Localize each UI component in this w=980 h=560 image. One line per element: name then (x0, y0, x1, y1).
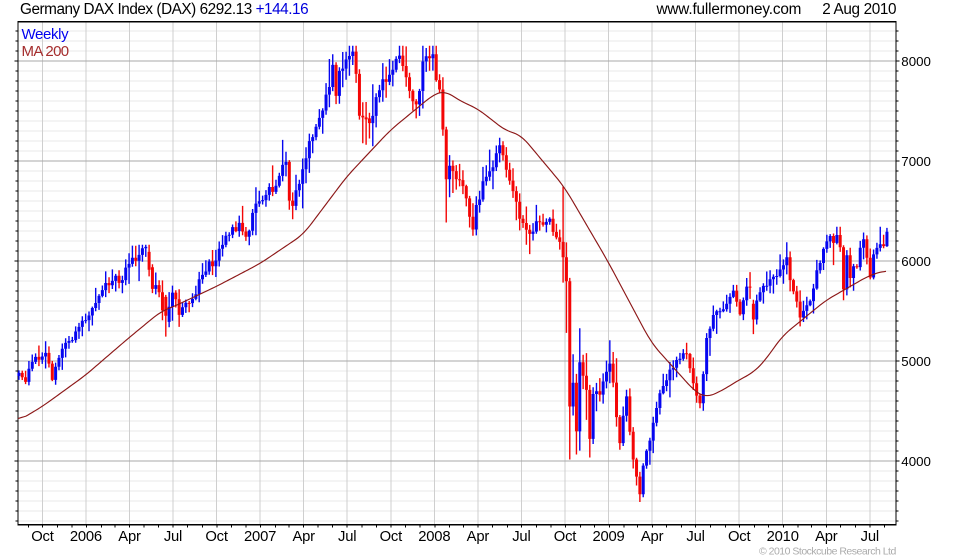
svg-text:Jul: Jul (338, 529, 356, 545)
svg-text:8000: 8000 (901, 54, 931, 69)
svg-text:Jul: Jul (861, 529, 879, 545)
svg-text:Jul: Jul (686, 529, 704, 545)
svg-text:6000: 6000 (901, 254, 931, 269)
svg-text:Jul: Jul (512, 529, 530, 545)
svg-text:4000: 4000 (901, 454, 931, 469)
svg-text:Apr: Apr (118, 529, 141, 545)
svg-text:Apr: Apr (467, 529, 490, 545)
svg-text:Oct: Oct (728, 529, 751, 545)
svg-text:Oct: Oct (380, 529, 403, 545)
svg-text:Oct: Oct (31, 529, 54, 545)
svg-text:2007: 2007 (244, 529, 276, 545)
svg-text:2010: 2010 (767, 529, 799, 545)
svg-text:2006: 2006 (70, 529, 102, 545)
svg-text:Apr: Apr (292, 529, 315, 545)
svg-text:2009: 2009 (592, 529, 624, 545)
svg-text:Apr: Apr (641, 529, 664, 545)
svg-text:Apr: Apr (815, 529, 838, 545)
svg-text:5000: 5000 (901, 354, 931, 369)
svg-text:7000: 7000 (901, 154, 931, 169)
svg-text:Oct: Oct (205, 529, 228, 545)
svg-text:Oct: Oct (554, 529, 577, 545)
svg-text:Jul: Jul (164, 529, 182, 545)
svg-text:2008: 2008 (418, 529, 450, 545)
svg-text:© 2010 Stockcube Research Ltd: © 2010 Stockcube Research Ltd (759, 545, 896, 557)
